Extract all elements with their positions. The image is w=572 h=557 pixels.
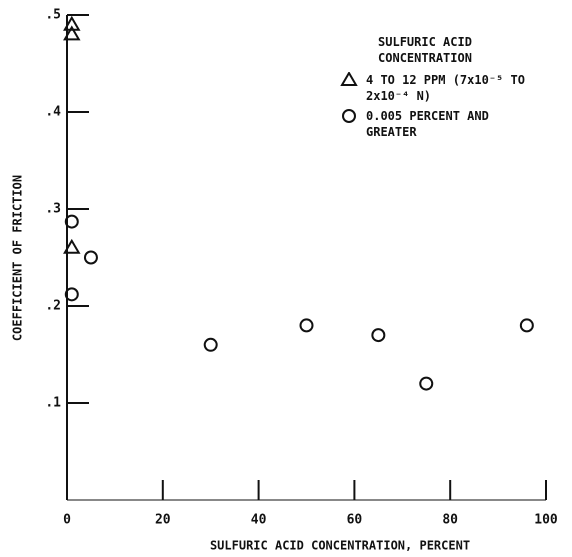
circle-marker (419, 376, 434, 391)
x-tick-label: 0 (63, 513, 71, 528)
y-tick-label: .5 (45, 8, 61, 23)
x-tick-label: 40 (251, 513, 267, 528)
triangle-marker (63, 238, 81, 254)
legend-swatch (342, 109, 356, 123)
circle-marker (83, 250, 98, 265)
legend-label: 0.005 PERCENT AND GREATER (366, 109, 489, 139)
legend-item: 4 TO 12 PPM (7x10⁻⁵ TO 2x10⁻⁴ N) (340, 72, 568, 104)
legend-swatch (340, 72, 358, 86)
circle-marker (64, 287, 79, 302)
triangle-marker (63, 25, 81, 41)
legend-item: 0.005 PERCENT AND GREATER (340, 108, 568, 140)
circle-marker (519, 318, 534, 333)
x-tick-label: 60 (347, 513, 363, 528)
circle-marker (371, 328, 386, 343)
circle-marker (203, 337, 218, 352)
circle-marker (64, 214, 79, 229)
x-tick-label: 100 (534, 513, 558, 528)
y-tick-label: .4 (45, 105, 61, 120)
x-tick-label: 20 (155, 513, 171, 528)
y-tick-label: .3 (45, 202, 61, 217)
triangle-marker (63, 15, 81, 31)
x-axis-label: SULFURIC ACID CONCENTRATION, PERCENT (210, 539, 470, 553)
circle-marker (299, 318, 314, 333)
triangle-marker (340, 72, 358, 86)
y-axis-label: COEFFICIENT OF FRICTION (11, 175, 25, 341)
legend-title: SULFURIC ACID CONCENTRATION (378, 35, 472, 65)
x-tick-label: 80 (442, 513, 458, 528)
y-tick-label: .1 (45, 396, 61, 411)
y-tick-label: .2 (45, 299, 61, 314)
legend: SULFURIC ACID CONCENTRATION 4 TO 12 PPM … (340, 34, 568, 144)
circle-marker (342, 109, 356, 123)
legend-label: 4 TO 12 PPM (7x10⁻⁵ TO 2x10⁻⁴ N) (366, 73, 525, 103)
